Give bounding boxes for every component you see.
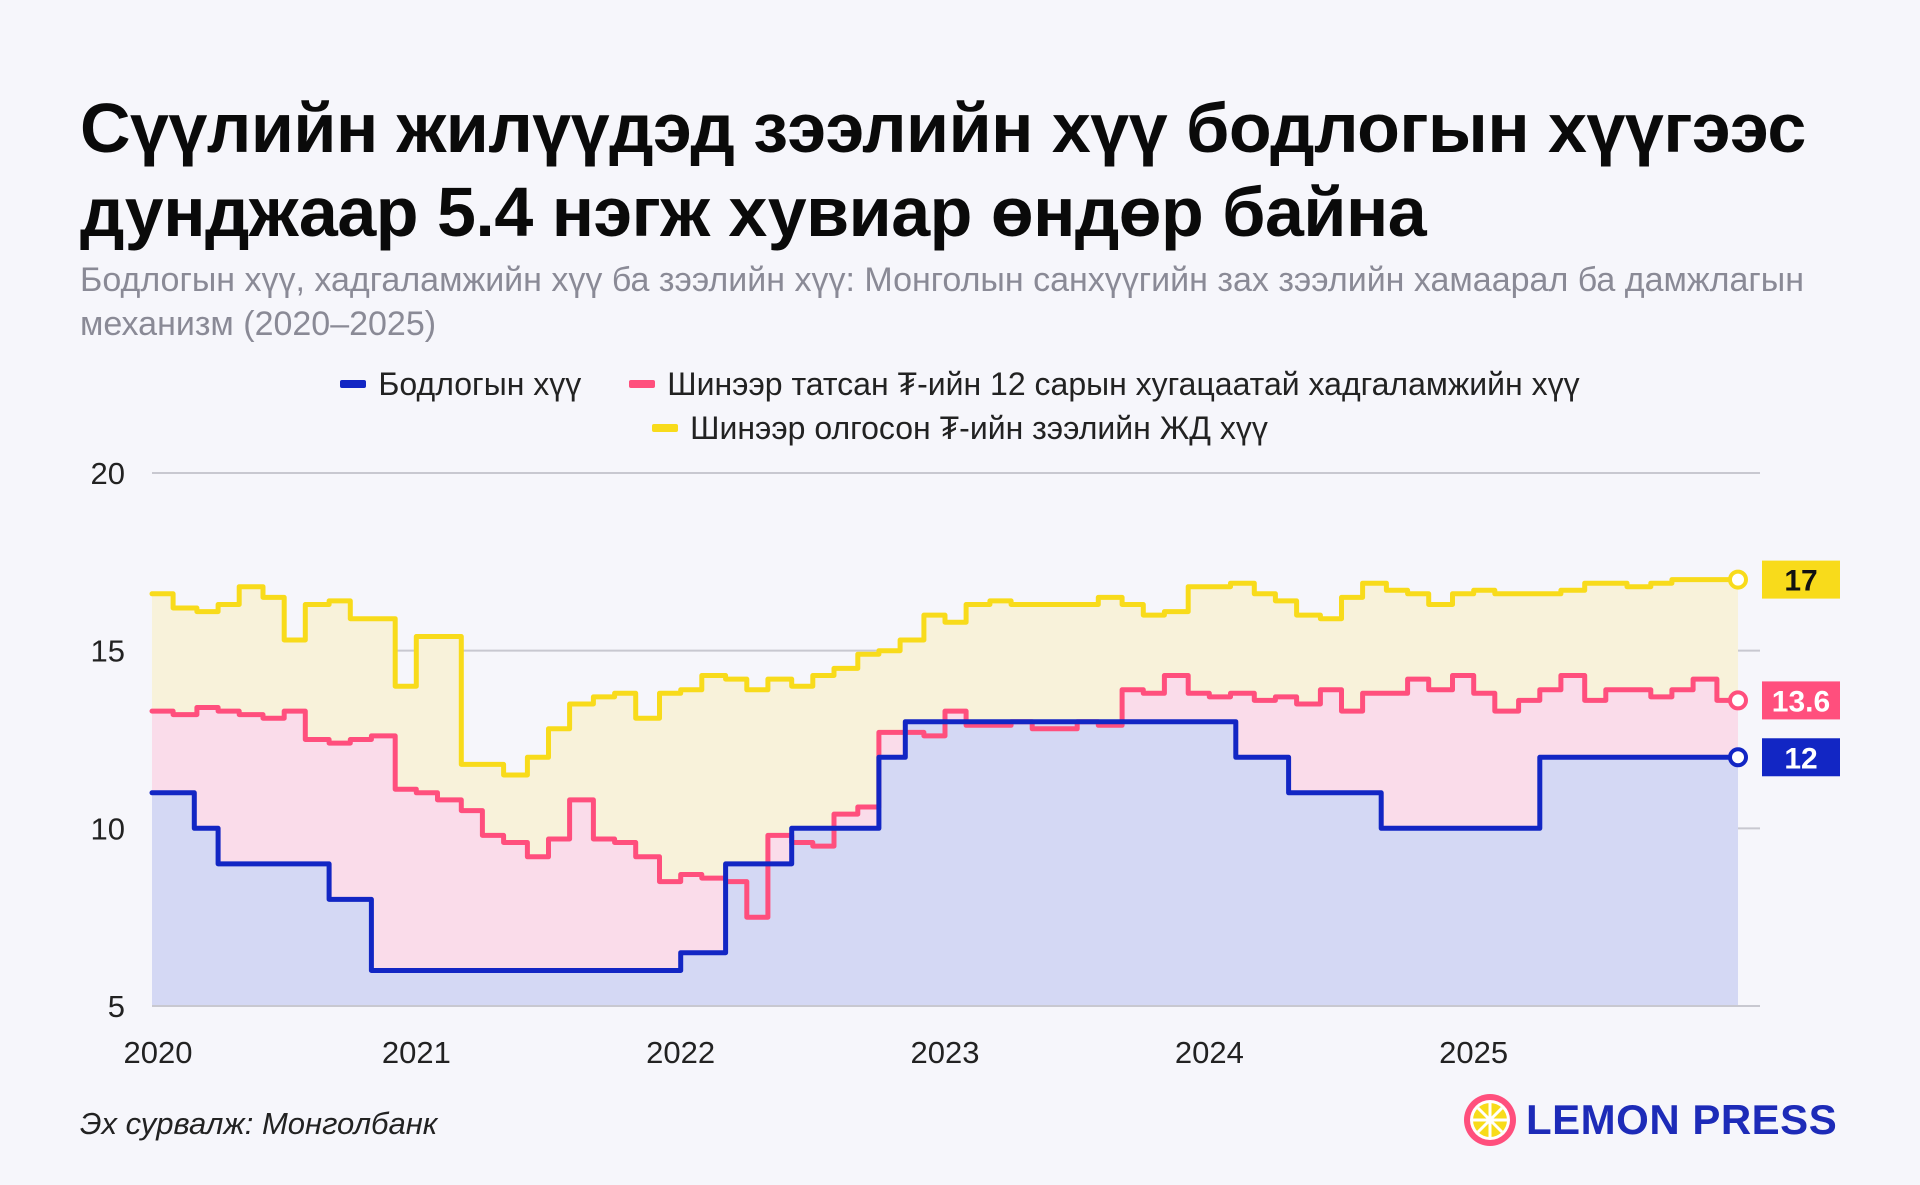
legend-swatch-deposit [629, 380, 656, 388]
legend-swatch-policy [340, 380, 367, 388]
end-tag-box-deposit [1762, 681, 1840, 720]
legend-label-policy: Бодлогын хүү [378, 365, 582, 402]
x-tick-label-2020: 2020 [124, 1035, 193, 1070]
x-tick-label-2022: 2022 [646, 1035, 715, 1070]
legend-label-loan: Шинээр олгосон ₮-ийн зээлийн ЖД хүү [690, 409, 1268, 446]
area-policy [152, 721, 1738, 1006]
legend-swatch-loan [652, 424, 679, 432]
legend-item-loan: Шинээр олгосон ₮-ийн зээлийн ЖД хүү [652, 410, 1268, 447]
logo-text: LEMON PRESS [1526, 1096, 1838, 1143]
end-tag-label-deposit: 13.6 [1772, 685, 1830, 718]
series-line-deposit [149, 673, 1741, 920]
end-marker-policy [1728, 747, 1748, 768]
series-line-loan [149, 577, 1741, 778]
lemon-press-logo: LEMON PRESS [1462, 1092, 1837, 1148]
end-marker-deposit [1728, 690, 1748, 711]
y-tick-label-20: 20 [91, 456, 125, 491]
end-tag-label-loan: 17 [1784, 565, 1817, 598]
chart-legend: Бодлогын хүү Шинээр татсан ₮-ийн 12 сары… [0, 362, 1920, 450]
x-tick-label-2024: 2024 [1175, 1035, 1244, 1070]
chart-subtitle: Бодлогын хүү, хадгаламжийн хүү ба зээлий… [80, 261, 1805, 343]
x-tick-label-2025: 2025 [1439, 1035, 1508, 1070]
end-tag-box-loan [1762, 560, 1840, 599]
lemon-slice-icon [1464, 1094, 1516, 1146]
source-note: Эх сурвалж: Монголбанк [80, 1106, 438, 1141]
y-tick-label-15: 15 [91, 634, 125, 669]
series-line-policy [149, 719, 1741, 973]
chart-title: Сүүлийн жилүүдэд зээлийн хүү бодлогын хү… [80, 89, 1806, 251]
legend-item-deposit: Шинээр татсан ₮-ийн 12 сарын хугацаатай … [629, 365, 1580, 403]
legend-item-policy: Бодлогын хүү [340, 366, 581, 403]
x-tick-label-2023: 2023 [911, 1035, 980, 1070]
end-tag-label-policy: 12 [1784, 742, 1817, 775]
legend-label-deposit: Шинээр татсан ₮-ийн 12 сарын хугацаатай … [667, 365, 1580, 402]
end-tag-box-policy [1762, 738, 1840, 777]
end-marker-loan [1728, 569, 1748, 590]
y-tick-label-10: 10 [91, 811, 125, 846]
x-tick-label-2021: 2021 [382, 1035, 451, 1070]
y-tick-label-5: 5 [108, 989, 125, 1024]
